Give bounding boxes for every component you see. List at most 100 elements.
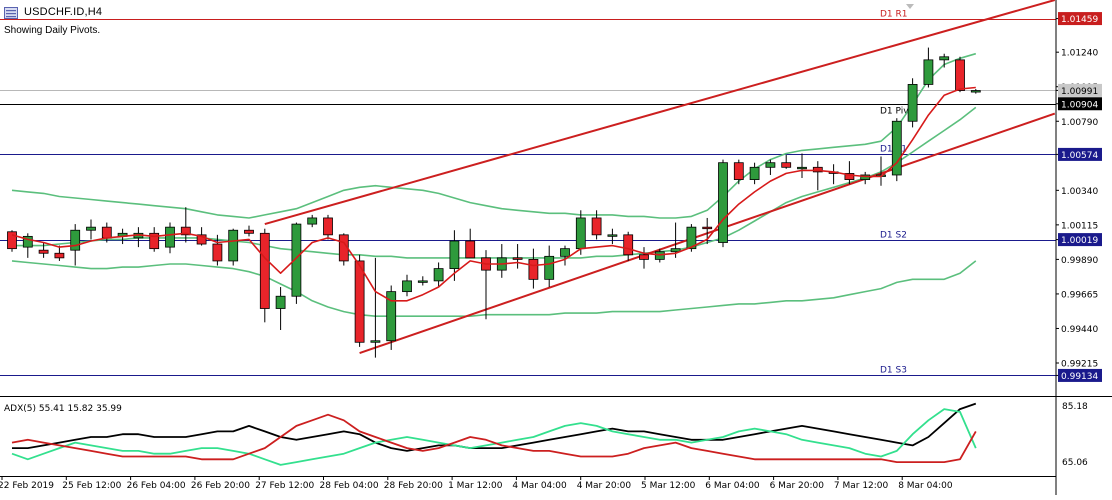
candle-body [923,59,934,85]
price-tick-label: 0.99440 [1061,325,1098,335]
candle-body [54,252,65,259]
candle [749,162,760,185]
candle-body [307,217,318,225]
price-label-box [1058,147,1102,161]
candle [623,231,634,261]
candle [544,245,555,288]
candle-body [370,340,381,343]
candle-body [670,248,681,253]
candle-body [323,217,333,236]
price-tick: 0.99440 [1056,325,1098,335]
price-tick: 1.00340 [1056,187,1098,197]
price-label-box [1058,97,1102,111]
candle-body [180,226,191,236]
candle [433,262,444,288]
pivot-label: D1 S3 [880,366,907,376]
price-tick-label: 0.99890 [1061,256,1098,266]
candle-body [149,232,160,250]
chart-window-icon [4,7,18,19]
time-tick-label: 26 Feb 04:00 [127,481,186,491]
adx-line [12,402,977,452]
candle-body [275,295,286,309]
price-tick: 0.99134 [1056,368,1102,382]
candle [38,242,49,258]
candle-body [7,231,17,250]
candle [354,254,365,347]
candle-body [544,255,555,280]
candle [7,230,17,252]
pivot-label: D1 Pivot [880,107,918,117]
time-tick-label: 6 Mar 04:00 [705,481,760,491]
symbol-label: USDCHF.ID,H4 [24,6,103,18]
trendline[interactable] [264,0,1056,226]
candle-body [165,226,175,248]
candle-body [244,229,254,234]
candle [54,245,65,261]
candle [86,219,96,240]
candle-body [623,234,634,256]
candle [765,159,776,175]
price-tick: 0.99890 [1056,256,1098,266]
candle-body [465,240,476,259]
candle-body [844,173,855,180]
candle-body [718,162,728,243]
candle [718,159,728,248]
candle [797,153,807,179]
candle-body [686,226,697,250]
candle-body [86,226,96,231]
pivot-note: Showing Daily Pivots. [4,25,101,36]
candle [907,78,918,128]
candle [781,155,792,169]
candle [307,214,318,228]
candle [512,244,523,269]
candle [165,222,175,254]
candle-body [765,162,776,168]
candle-body [449,240,460,270]
adx-tick-label: 65.06 [1062,458,1088,468]
price-tick-label: 0.99215 [1061,360,1098,370]
price-tick-label: 1.00991 [1061,87,1098,97]
price-tick-label: 0.99134 [1061,372,1098,382]
shift-marker-icon [906,4,914,9]
candle-body [402,280,412,293]
time-tick-label: 26 Feb 20:00 [191,481,250,491]
price-tick-label: 1.00340 [1061,187,1098,197]
time-tick-label: 28 Feb 20:00 [384,481,443,491]
time-tick-label: 1 Mar 12:00 [448,481,503,491]
price-tick-label: 1.00019 [1061,236,1098,246]
candle [149,227,160,252]
pivot-label: D1 R1 [880,10,908,20]
time-tick-label: 22 Feb 2019 [0,481,54,491]
candle [402,274,412,297]
candle [22,233,33,258]
candle-body [228,229,239,262]
candle-body [22,235,33,248]
price-tick-label: 1.00904 [1061,100,1098,110]
candle-body [702,226,713,230]
candle [891,118,902,182]
time-tick-label: 27 Feb 12:00 [255,481,314,491]
candle-body [733,162,744,180]
candle [591,210,602,240]
candle-body [607,234,618,237]
adx-tick-label: 85.18 [1062,402,1088,412]
price-tick-label: 1.00574 [1061,151,1098,161]
candle-body [797,166,807,170]
candle-body [101,226,112,239]
adx-title: ADX(5) 55.41 15.82 35.99 [4,404,122,414]
time-tick-label: 4 Mar 04:00 [512,481,567,491]
price-tick: 1.00790 [1056,118,1098,128]
candle-body [417,280,428,283]
moving-average-line [11,86,976,302]
price-tick: 1.00574 [1056,147,1102,161]
candle [386,285,397,350]
candle [338,233,349,266]
candle-body [70,229,81,251]
candle-body [575,217,586,250]
candle-body [970,90,981,93]
candle [259,228,270,323]
time-tick-label: 4 Mar 20:00 [577,481,632,491]
candle-body [781,162,792,168]
